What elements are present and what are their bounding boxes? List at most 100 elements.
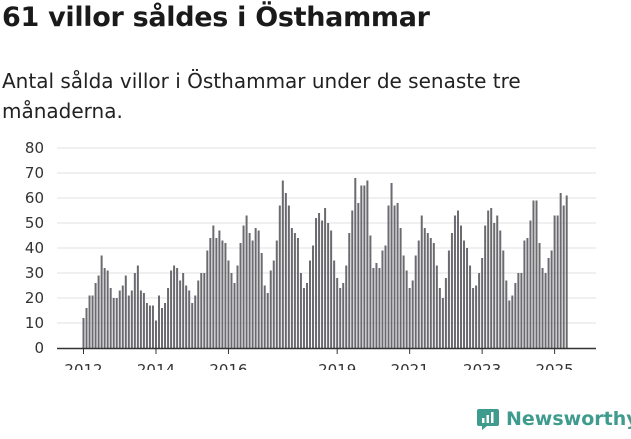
bar	[302, 288, 305, 348]
bar	[176, 268, 179, 348]
bar	[167, 288, 170, 348]
bar	[414, 255, 417, 348]
bar	[408, 288, 411, 348]
bar	[136, 265, 139, 348]
bar	[393, 205, 396, 348]
bar	[390, 183, 393, 348]
bar	[381, 250, 384, 348]
bar	[469, 265, 472, 348]
x-tick-label: 2023	[463, 361, 501, 370]
bar	[460, 225, 462, 348]
bar	[348, 233, 351, 348]
bar	[161, 308, 164, 348]
bar	[538, 243, 541, 348]
bar	[158, 295, 160, 348]
bar	[139, 290, 142, 348]
bar	[378, 268, 381, 348]
bar	[423, 228, 426, 348]
bar	[248, 233, 251, 348]
bar	[299, 273, 302, 348]
bar	[315, 218, 318, 348]
bar	[456, 210, 459, 348]
bar	[118, 290, 121, 348]
bar	[345, 265, 348, 348]
bar	[230, 273, 233, 348]
bar	[293, 233, 296, 348]
bar	[405, 270, 408, 348]
bar	[517, 273, 520, 348]
bar	[215, 238, 218, 348]
bar	[112, 298, 115, 348]
bar	[366, 180, 369, 348]
y-tick-label: 20	[25, 289, 44, 307]
bar	[357, 203, 360, 348]
bar	[453, 215, 456, 348]
bar	[242, 225, 245, 348]
bar	[384, 245, 387, 348]
bar	[233, 283, 236, 348]
bar	[91, 295, 94, 348]
bar	[369, 235, 372, 348]
bar	[266, 293, 269, 348]
bar	[505, 280, 508, 348]
bar	[170, 270, 173, 348]
bar	[402, 255, 405, 348]
bar	[544, 273, 547, 348]
bar	[535, 200, 538, 348]
bar	[466, 248, 469, 348]
bar	[148, 305, 151, 348]
bar	[221, 240, 224, 348]
bar	[375, 263, 378, 348]
bar	[200, 273, 203, 348]
bars	[82, 178, 568, 348]
bar	[372, 268, 375, 348]
bar	[553, 215, 556, 348]
bar	[82, 318, 85, 348]
y-tick-label: 70	[25, 164, 44, 182]
bar	[360, 185, 363, 348]
bar	[260, 253, 263, 348]
bar	[130, 290, 133, 348]
bar	[142, 293, 145, 348]
bar	[124, 275, 127, 348]
bar	[478, 273, 481, 348]
bar	[254, 228, 257, 348]
bar	[420, 215, 423, 348]
y-tick-label: 60	[25, 189, 44, 207]
bar	[109, 288, 112, 348]
bar	[263, 285, 266, 348]
bar	[115, 298, 118, 348]
bar	[97, 275, 100, 348]
bar	[339, 288, 342, 348]
bar	[281, 180, 284, 348]
bar	[212, 225, 215, 348]
bar	[182, 273, 185, 348]
x-tick-label: 2014	[137, 361, 175, 370]
bar	[245, 215, 248, 348]
x-tick-label: 2016	[209, 361, 247, 370]
bar	[106, 270, 109, 348]
bar	[321, 220, 324, 348]
chart-subtitle: Antal sålda villor i Östhammar under de …	[2, 69, 521, 123]
bar	[164, 303, 167, 348]
bar	[432, 243, 435, 348]
bar	[103, 268, 106, 348]
bar	[269, 270, 272, 348]
bar	[194, 295, 197, 348]
bar	[284, 193, 287, 348]
bar	[218, 230, 221, 348]
bar	[100, 255, 103, 348]
bar	[514, 283, 517, 348]
bar	[511, 295, 514, 348]
bar	[209, 238, 212, 348]
bar	[463, 240, 466, 348]
y-tick-label: 50	[25, 214, 44, 232]
y-tick-label: 40	[25, 239, 44, 257]
bar	[318, 213, 321, 348]
bar	[272, 260, 275, 348]
brand-name: Newsworthy	[506, 408, 631, 430]
bar	[191, 303, 194, 348]
x-axis: 2012 2014 2016 2019 2021 2023 2025	[57, 347, 596, 370]
bar	[188, 290, 191, 348]
bar	[396, 203, 399, 348]
